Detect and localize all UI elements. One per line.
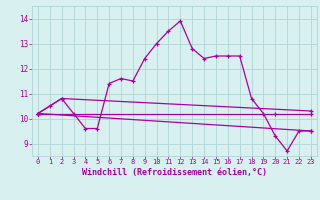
X-axis label: Windchill (Refroidissement éolien,°C): Windchill (Refroidissement éolien,°C) [82,168,267,177]
